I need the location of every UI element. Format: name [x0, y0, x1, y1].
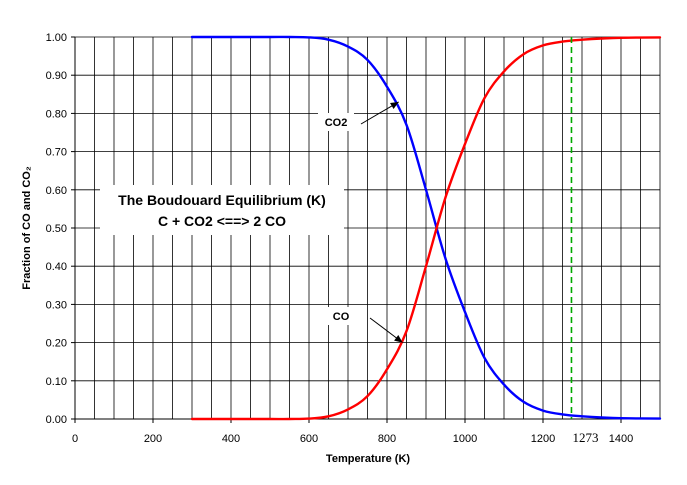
marker-label-1273: 1273: [572, 430, 598, 445]
y-axis-label: Fraction of CO and CO₂: [21, 166, 33, 290]
annotation-arrow-head: [394, 334, 403, 343]
y-tick-labels: 0.00 0.10 0.20 0.30 0.40 0.50 0.60 0.70 0.80 0.90…: [46, 32, 67, 426]
y-tick-label: 0.60: [46, 185, 67, 197]
x-tick-label: 1000: [453, 433, 477, 445]
x-tick-label: 200: [144, 433, 162, 445]
x-tick-label: 0: [72, 433, 78, 445]
y-tick-label: 1.00: [46, 32, 67, 44]
x-tick-label: 400: [222, 433, 240, 445]
chart-title-box: The Boudouard Equilibrium (K) C + CO2 <=…: [100, 185, 344, 235]
chart-title-line-2: C + CO2 <==> 2 CO: [158, 213, 286, 229]
annotations: CO2 CO: [318, 101, 403, 343]
x-tick-label: 1200: [531, 433, 555, 445]
y-tick-label: 0.80: [46, 108, 67, 120]
y-tick-label: 0.40: [46, 261, 67, 273]
y-tick-label: 0.10: [46, 376, 67, 388]
series-line-co2: [190, 35, 662, 420]
annotation-co2-label: CO2: [325, 117, 348, 129]
x-axis-label: Temperature (K): [326, 453, 410, 465]
x-tick-labels: 0 200 400 600 800 1000 1200 1400: [72, 433, 633, 445]
y-tick-label: 0.90: [46, 70, 67, 82]
y-tick-label: 0.70: [46, 147, 67, 159]
x-tick-label: 600: [300, 433, 318, 445]
chart-title-line-1: The Boudouard Equilibrium (K): [118, 192, 326, 208]
y-tick-label: 0.20: [46, 338, 67, 350]
x-tick-label: 1400: [609, 433, 633, 445]
annotation-co-label: CO: [333, 311, 350, 323]
marker-layer: 1273: [561, 37, 598, 446]
y-tick-label: 0.30: [46, 299, 67, 311]
y-tick-label: 0.00: [46, 414, 67, 426]
y-tick-label: 0.50: [46, 223, 67, 235]
annotation-arrow-head: [390, 101, 399, 110]
marker-label-bg: [561, 428, 592, 446]
x-tick-label: 800: [378, 433, 396, 445]
